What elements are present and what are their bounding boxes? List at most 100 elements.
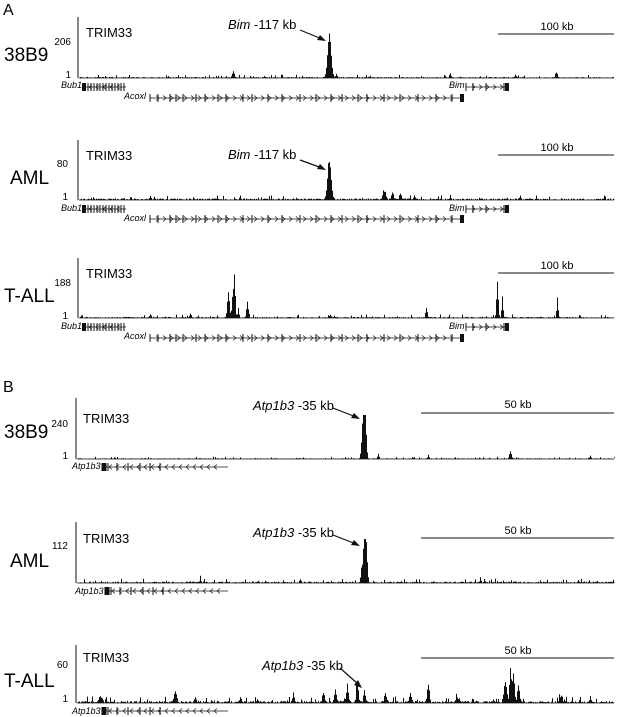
strand-chevron [492,324,497,330]
strand-chevron [295,216,300,222]
strand-chevron [372,216,377,222]
strand-chevron [379,216,384,222]
strand-chevron [183,335,188,341]
strand-chevron [337,216,342,222]
y-max-label: 80 [57,159,69,170]
strand-chevron [421,335,426,341]
strand-chevron [150,708,155,714]
arrow-head [317,35,326,41]
strand-chevron [288,95,293,101]
strand-chevron [206,708,211,714]
exon-block [460,94,464,102]
strand-chevron [485,84,490,90]
signal-track [77,539,615,584]
strand-chevron [316,216,321,222]
strand-chevron [199,708,204,714]
strand-chevron [407,335,412,341]
gene-atp1b3 [104,587,228,595]
exon-block [82,205,86,213]
exon-block [102,463,106,471]
strand-chevron [344,335,349,341]
strand-chevron [129,708,134,714]
signal-area [79,274,615,318]
exon-block [82,83,86,91]
track-b-aml: AML TRIM33 112 50 kb Atp1b3 -35 kb [10,522,615,584]
gene-acoxl [149,215,464,223]
strand-chevron [129,464,134,470]
strand-chevron [122,464,127,470]
strand-chevron [246,216,251,222]
strand-chevron [116,84,121,90]
gene-atp1b3 [101,463,228,471]
strand-chevron [176,216,181,222]
strand-chevron [400,95,405,101]
strand-chevron [155,95,160,101]
strand-chevron [274,216,279,222]
sample-label: AML [10,551,49,572]
strand-chevron [478,206,483,212]
annotation-label: Atp1b3 -35 kb [252,398,334,413]
strand-chevron [136,464,141,470]
strand-chevron [407,95,412,101]
gene-annotation-b3: Atp1b3 [71,706,228,716]
y-min-label: 1 [62,694,68,705]
y-max-label: 240 [51,419,68,430]
strand-chevron [246,95,251,101]
gene-bub1 [82,323,126,331]
strand-chevron [253,95,258,101]
strand-chevron [351,335,356,341]
strand-chevron [197,216,202,222]
strand-chevron [302,95,307,101]
strand-chevron [232,95,237,101]
strand-chevron [386,216,391,222]
strand-chevron [330,95,335,101]
strand-chevron [167,588,172,594]
strand-chevron [232,335,237,341]
strand-chevron [442,95,447,101]
strand-chevron [471,206,476,212]
strand-chevron [344,216,349,222]
gene-label-bub1: Bub1 [61,203,82,213]
strand-chevron [449,216,454,222]
panel-letter-b: B [3,379,14,396]
factor-label: TRIM33 [83,411,129,426]
strand-chevron [111,588,116,594]
strand-chevron [171,708,176,714]
strand-chevron [162,335,167,341]
strand-chevron [478,84,483,90]
strand-chevron [176,335,181,341]
strand-chevron [393,335,398,341]
gene-annotation-a1: Bub1 Acoxl Bim [61,80,509,102]
annotation-arrow [299,29,323,40]
annotation-arrow [339,667,359,685]
signal-track [79,274,615,319]
strand-chevron [267,95,272,101]
strand-chevron [323,335,328,341]
strand-chevron [192,464,197,470]
strand-chevron [95,84,100,90]
arrow-head [351,413,360,419]
strand-chevron [192,708,197,714]
sample-label: T-ALL [4,286,55,307]
strand-chevron [199,464,204,470]
strand-chevron [116,206,121,212]
strand-chevron [344,95,349,101]
strand-chevron [372,95,377,101]
factor-label: TRIM33 [86,266,132,281]
strand-chevron [169,335,174,341]
y-max-label: 112 [52,541,68,552]
strand-chevron [421,216,426,222]
strand-chevron [216,588,221,594]
strand-chevron [95,206,100,212]
strand-chevron [393,95,398,101]
strand-chevron [218,95,223,101]
strand-chevron [478,324,483,330]
strand-chevron [337,95,342,101]
strand-chevron [428,95,433,101]
strand-chevron [109,84,114,90]
signal-track [79,33,615,79]
strand-chevron [435,95,440,101]
strand-chevron [188,588,193,594]
strand-chevron [171,464,176,470]
